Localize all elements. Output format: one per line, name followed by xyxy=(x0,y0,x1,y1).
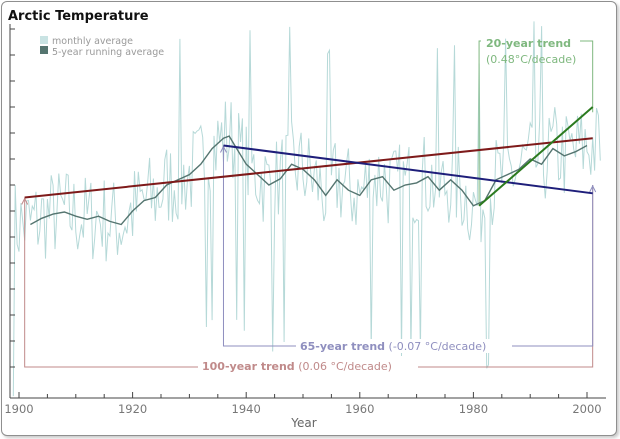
x-tick-label: 1980 xyxy=(459,402,488,416)
trend-65-name: 65-year trend xyxy=(300,340,385,353)
legend-label-monthly: monthly average xyxy=(52,36,133,47)
chart-title: Arctic Temperature xyxy=(8,9,149,24)
trend-end-arrow xyxy=(589,184,597,193)
trend-100-name: 100-year trend xyxy=(202,360,295,373)
x-tick-label: 2000 xyxy=(572,402,601,416)
x-tick-label: 1940 xyxy=(232,402,261,416)
trend-65-rate: (-0.07 °C/decade) xyxy=(389,340,487,353)
arctic-temperature-chart: Arctic Temperature monthly average 5-yea… xyxy=(4,9,606,430)
trend-65-label: 65-year trend (-0.07 °C/decade) xyxy=(300,340,486,353)
monthly-average-series xyxy=(12,21,601,397)
x-axis-label: Year xyxy=(290,416,316,430)
trend-100-label: 100-year trend (0.06 °C/decade) xyxy=(202,360,392,373)
legend-swatch-running xyxy=(40,46,48,54)
trend-65-bracket xyxy=(222,145,594,347)
trend-20-rate: (0.48°C/decade) xyxy=(486,53,576,66)
x-tick-label: 1960 xyxy=(345,402,374,416)
trend-brackets xyxy=(21,40,597,368)
trend-20-name: 20-year trend xyxy=(486,37,571,50)
legend-label-running: 5-year running average xyxy=(52,47,164,58)
legend-swatch-monthly xyxy=(40,36,48,44)
trend-20-bracket-right xyxy=(580,40,594,113)
trend-100-line xyxy=(24,137,593,199)
trend-20-line xyxy=(478,106,594,207)
trend-20-label: 20-year trend xyxy=(486,37,571,50)
trend-65-line xyxy=(223,144,593,195)
trend-65-label-bg xyxy=(296,339,512,353)
trend-100-arrow xyxy=(21,197,29,205)
trend-100-rate: (0.06 °C/decade) xyxy=(298,360,392,373)
x-tick-label: 1900 xyxy=(4,402,33,416)
axes: 1900 1920 1940 1960 1980 2000 xyxy=(4,24,606,416)
trend-lines xyxy=(24,106,594,207)
trend-100-label-bg xyxy=(198,359,418,373)
monthly-average-line xyxy=(12,21,601,397)
x-tick-label: 1920 xyxy=(118,402,147,416)
